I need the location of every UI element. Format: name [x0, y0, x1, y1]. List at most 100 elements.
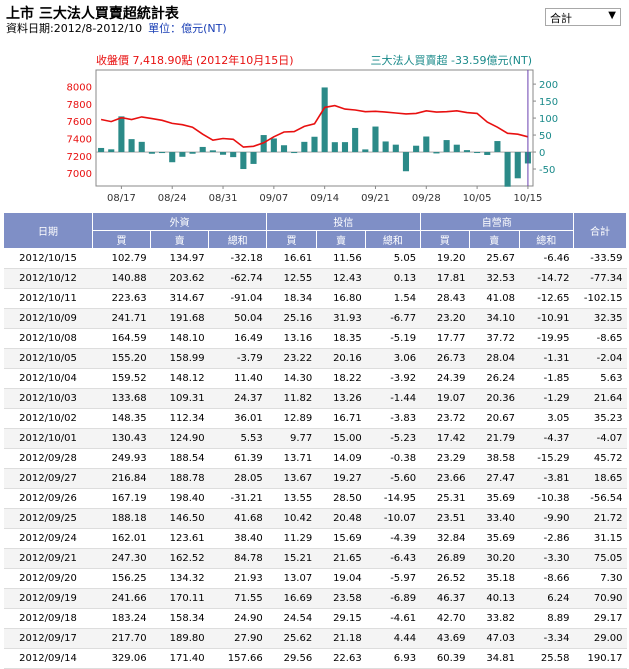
table-cell: -3.79: [208, 348, 267, 369]
table-cell: 33.82: [469, 608, 520, 629]
x-tick-label: 08/24: [158, 193, 187, 204]
sub-header: 賣: [150, 230, 210, 249]
table-cell: 15.00: [316, 428, 366, 449]
table-cell: 223.63: [92, 288, 151, 309]
table-cell: 38.40: [208, 528, 267, 549]
table-cell: 162.52: [150, 548, 209, 569]
row-date: 2012/10/11: [3, 288, 93, 309]
table-cell: -1.31: [519, 348, 574, 369]
table-row: 2012/10/03 133.68 109.31 24.37 11.82 13.26 -1.…: [3, 388, 627, 409]
table-cell: 19.20: [420, 248, 470, 269]
table-cell: 25.31: [420, 488, 470, 509]
net-buy-bar: [443, 140, 450, 153]
table-cell: 32.84: [420, 528, 470, 549]
table-cell: 11.56: [316, 248, 366, 269]
table-cell: -6.77: [365, 308, 421, 329]
net-buy-bar: [463, 150, 470, 153]
row-date: 2012/09/26: [3, 488, 93, 509]
table-cell: 19.27: [316, 468, 366, 489]
table-cell: 13.26: [316, 388, 366, 409]
total-type-select[interactable]: 合計 ▼: [545, 8, 621, 26]
table-cell: 29.17: [573, 608, 627, 629]
institutional-table: 日期 外資 投信 自營商 合計 買賣總和買賣總和買賣總和 2012/10/15 1…: [3, 212, 627, 669]
table-cell: 241.71: [92, 308, 151, 329]
table-cell: -9.90: [519, 508, 574, 529]
table-cell: 6.93: [365, 648, 421, 669]
table-row: 2012/09/27 216.84 188.78 28.05 13.67 19.27 -5.…: [3, 468, 627, 489]
sub-header: 買: [419, 230, 471, 249]
table-cell: 148.35: [92, 408, 151, 429]
right-tick-label: 100: [539, 114, 558, 125]
net-buy-bar: [280, 145, 288, 153]
table-row: 2012/09/21 247.30 162.52 84.78 15.21 21.65 -6.…: [3, 548, 627, 569]
net-buy-bar: [108, 149, 115, 153]
table-cell: 28.04: [469, 348, 520, 369]
table-row: 2012/10/02 148.35 112.34 36.01 12.89 16.71 -3.…: [3, 408, 627, 429]
net-buy-bar: [98, 147, 105, 153]
table-cell: 35.69: [469, 488, 520, 509]
table-cell: 20.16: [316, 348, 366, 369]
table-cell: 102.79: [92, 248, 151, 269]
row-date: 2012/09/27: [3, 468, 93, 489]
table-cell: -0.38: [365, 448, 421, 469]
table-cell: 164.59: [92, 328, 151, 349]
date-range: 資料日期:2012/8-2012/10 單位：億元(NT): [6, 20, 227, 36]
net-buy-bar: [270, 138, 277, 153]
sub-header: 買: [266, 230, 317, 249]
col-total: 合計: [573, 212, 627, 249]
table-cell: 17.77: [420, 328, 470, 349]
table-cell: 146.50: [150, 508, 209, 529]
table-cell: -12.65: [519, 288, 574, 309]
table-cell: 241.66: [92, 588, 151, 609]
table-cell: -3.34: [519, 628, 574, 649]
table-cell: -102.15: [573, 288, 627, 309]
table-cell: 140.88: [92, 268, 151, 289]
table-row: 2012/10/15 102.79 134.97 -32.18 16.61 11.56 5.…: [3, 248, 627, 269]
col-group-trust: 投信: [266, 212, 421, 231]
total-type-value: 合計: [550, 12, 572, 25]
table-cell: -15.29: [519, 448, 574, 469]
x-tick-label: 09/14: [310, 193, 339, 204]
table-cell: 217.70: [92, 628, 151, 649]
table-cell: 26.24: [469, 368, 520, 389]
table-cell: 1.54: [365, 288, 421, 309]
table-cell: 4.44: [365, 628, 421, 649]
table-cell: 188.78: [150, 468, 209, 489]
table-cell: 18.35: [316, 328, 366, 349]
table-cell: 23.22: [266, 348, 317, 369]
table-cell: 32.53: [469, 268, 520, 289]
net-buy-bar: [341, 142, 349, 153]
table-cell: 0.13: [365, 268, 421, 289]
net-buy-bar: [179, 152, 186, 157]
table-cell: 15.69: [316, 528, 366, 549]
table-cell: 11.82: [266, 388, 317, 409]
table-cell: 20.48: [316, 508, 366, 529]
table-cell: 13.71: [266, 448, 317, 469]
table-cell: 33.40: [469, 508, 520, 529]
table-cell: 158.99: [150, 348, 209, 369]
table-cell: 188.54: [150, 448, 209, 469]
table-cell: 148.12: [150, 368, 209, 389]
table-cell: 247.30: [92, 548, 151, 569]
net-buy-bar: [219, 152, 227, 155]
plot-frame: [95, 69, 534, 187]
table-cell: 25.16: [266, 308, 317, 329]
table-cell: 12.55: [266, 268, 317, 289]
right-tick-label: -50: [539, 165, 555, 176]
table-cell: 3.06: [365, 348, 421, 369]
row-date: 2012/10/03: [3, 388, 93, 409]
table-cell: -5.19: [365, 328, 421, 349]
table-cell: 30.20: [469, 548, 520, 569]
left-tick-label: 7400: [67, 134, 92, 145]
table-cell: 13.16: [266, 328, 317, 349]
table-cell: -77.34: [573, 268, 627, 289]
table-cell: 23.20: [420, 308, 470, 329]
net-buy-legend: 三大法人買賣超 -33.59億元(NT): [371, 53, 533, 67]
net-buy-bar: [514, 152, 521, 179]
table-cell: -2.04: [573, 348, 627, 369]
x-tick-label: 08/17: [107, 193, 136, 204]
table-cell: 46.37: [420, 588, 470, 609]
x-tick-label: 09/07: [259, 193, 288, 204]
table-cell: 50.04: [208, 308, 267, 329]
table-cell: -91.04: [208, 288, 267, 309]
